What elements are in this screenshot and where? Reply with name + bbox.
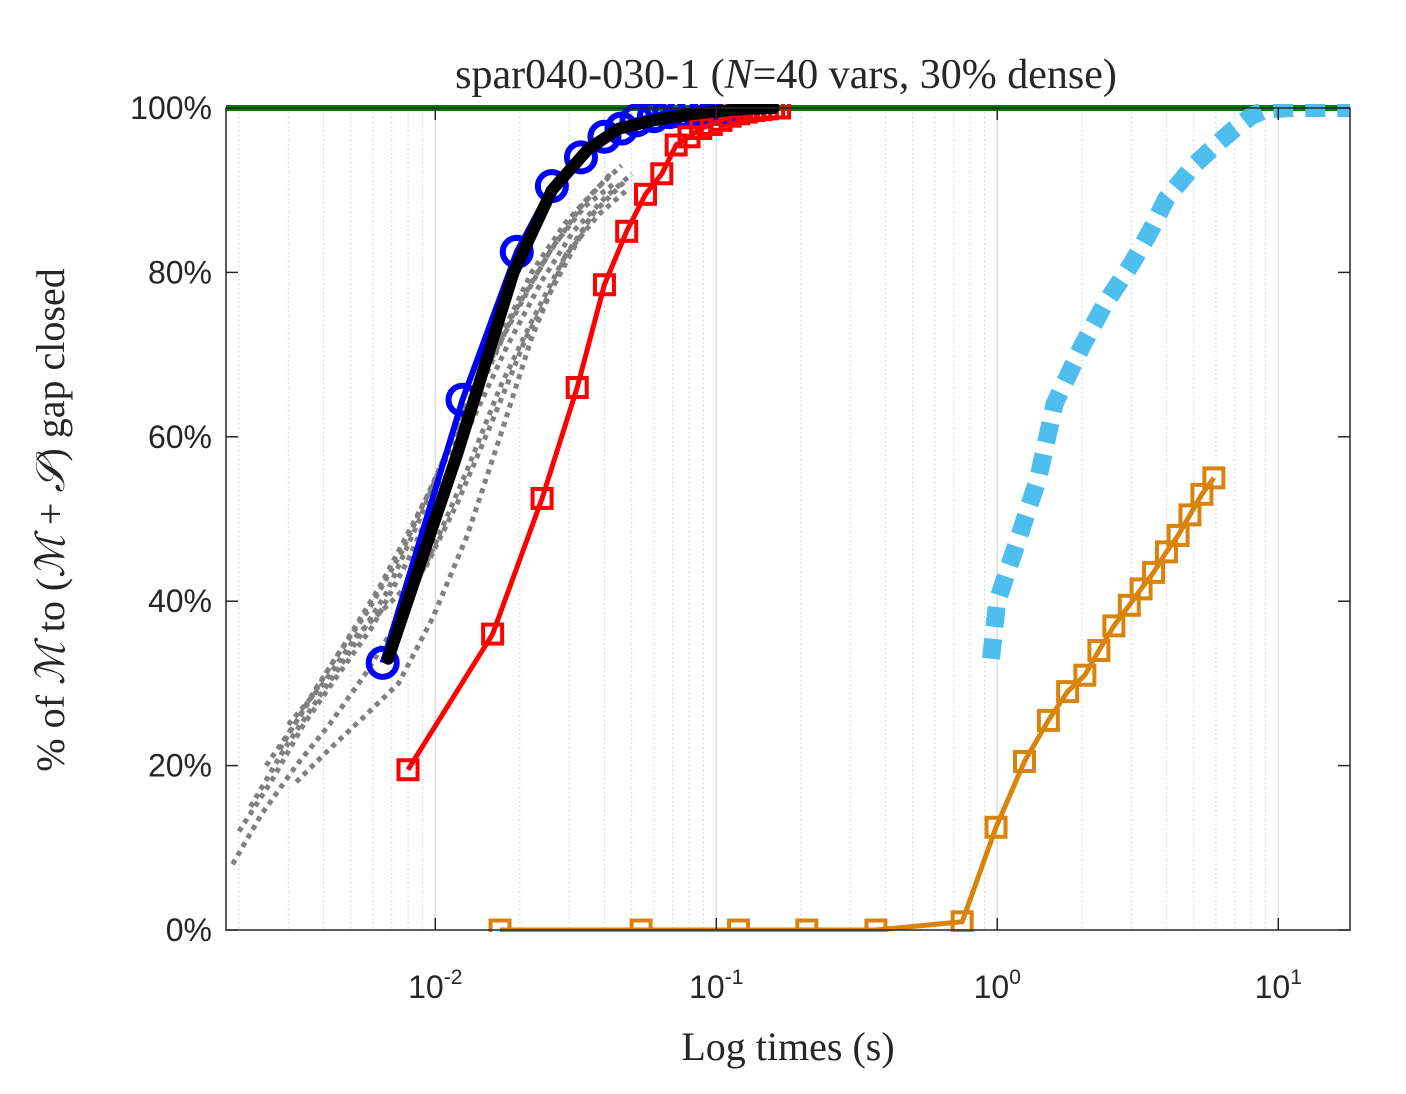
y-tick-label-2: 40% [148,583,212,619]
series-11-point-7 [1013,749,1037,773]
x-tick-label-0: 10-2 [408,966,462,1005]
series-11-point-9 [1056,680,1080,704]
series-11-point-13 [1117,593,1141,617]
series-6 [286,180,626,727]
y-axis-label-plus: + [28,493,73,536]
series-11-point-5 [950,910,974,932]
y-tick-label-0: 0% [166,912,212,948]
x-tick-label-3: 101 [1255,966,1302,1005]
series-7-point-0 [365,645,400,680]
series-11-point-16 [1154,540,1178,564]
y-axis-label-part-2: to ( [28,578,73,642]
chart-title-part-2: =40 vars, 30% dense) [753,52,1117,98]
chart-title-part-1: spar040-030-1 ( [455,52,724,98]
series-9-point-6 [634,182,658,206]
series-10 [982,104,1350,660]
series-8 [382,104,780,665]
y-axis-label-m2: ℳ [28,530,73,578]
x-tick-label-base: 10 [974,969,1010,1005]
series-11-point-11 [1087,639,1111,663]
y-tick-label-4: 80% [148,254,212,290]
series-11-point-12 [1102,614,1126,638]
series-7-point-4 [563,140,598,175]
y-tick-label-3: 60% [148,419,212,455]
series-9-point-3 [565,375,589,399]
chart-title-italic-n: N [724,52,755,98]
x-tick-label-2: 100 [974,966,1021,1005]
series-6-line [286,180,626,727]
plot-background [226,108,1350,930]
series-9-point-1 [481,622,505,646]
y-axis-label-m1: ℳ [28,637,73,685]
x-tick-label-base: 10 [1255,969,1291,1005]
chart-title: spar040-030-1 (N=40 vars, 30% dense) [455,52,1117,98]
series-11-point-15 [1142,560,1166,584]
series-11-point-6 [984,815,1008,839]
x-tick-label-exp: 0 [1009,966,1021,989]
series-11-point-19 [1190,482,1214,506]
series-8-line [382,104,780,665]
y-axis-label-part-3: ) gap closed [28,268,73,461]
series-11-point-17 [1166,523,1190,547]
series-5-line [294,205,601,784]
axes-box [225,107,1351,931]
series-9-point-0 [396,758,420,782]
series-11-point-10 [1073,663,1097,687]
series-11-point-20 [1202,466,1226,490]
x-tick-label-base: 10 [408,969,444,1005]
x-tick-label-exp: 1 [1290,966,1302,989]
y-tick-label-1: 20% [148,748,212,784]
x-tick-label-1: 10-1 [689,966,743,1005]
y-axis-label: % of ℳ to (ℳ + 𝒮) gap closed [28,268,73,771]
series-11-point-14 [1129,577,1153,601]
x-tick-label-base: 10 [689,969,725,1005]
x-tick-label-exp: -1 [725,966,744,989]
y-tick-labels: 0% 20% 40% 60% 80% 100% [130,90,212,948]
x-tick-label-exp: -2 [444,966,463,989]
series-5 [294,205,601,784]
x-tick-labels: 10-2 10-1 100 101 [408,966,1302,1005]
y-axis-label-part-1: % of [28,685,73,772]
axes-frame [225,107,1351,931]
series-9-point-4 [592,273,616,297]
series-11-point-8 [1036,708,1060,732]
series-10-line [982,104,1350,660]
y-tick-label-5: 100% [130,90,212,126]
series-7-point-5 [587,119,622,154]
series-9-point-5 [615,219,639,243]
x-grid [238,108,1279,930]
series-11-point-18 [1178,503,1202,527]
x-axis-label: Log times (s) [681,1024,894,1069]
series-9-point-2 [530,486,554,510]
series-9-point-7 [650,162,674,186]
